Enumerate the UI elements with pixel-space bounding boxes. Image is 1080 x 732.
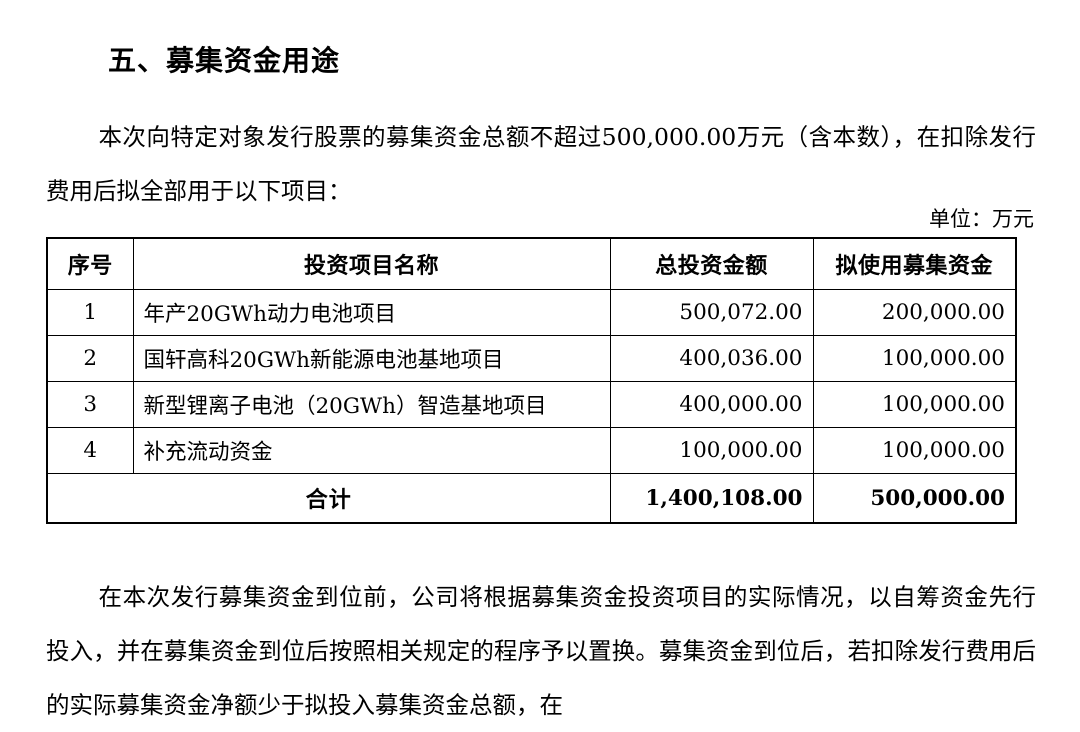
table-row: 1 年产20GWh动力电池项目 500,072.00 200,000.00 — [46, 289, 1017, 336]
column-header-raised-funds: 拟使用募集资金 — [812, 237, 1017, 290]
cell-total-investment: 100,000.00 — [609, 427, 814, 474]
page-title: 五、募集资金用途 — [108, 44, 341, 78]
table-row: 3 新型锂离子电池（20GWh）智造基地项目 400,000.00 100,00… — [46, 381, 1017, 428]
table-total-row: 合计 1,400,108.00 500,000.00 — [46, 473, 1017, 524]
cell-total-investment: 400,036.00 — [609, 335, 814, 382]
cell-project-name: 国轩高科20GWh新能源电池基地项目 — [132, 335, 611, 382]
table-row: 4 补充流动资金 100,000.00 100,000.00 — [46, 427, 1017, 474]
cell-index: 2 — [46, 335, 134, 382]
cell-raised-funds: 100,000.00 — [812, 381, 1017, 428]
cell-raised-funds: 100,000.00 — [812, 427, 1017, 474]
intro-paragraph-text: 本次向特定对象发行股票的募集资金总额不超过500,000.00万元（含本数），在… — [46, 122, 1036, 205]
cell-raised-funds: 200,000.00 — [812, 289, 1017, 336]
table-row: 2 国轩高科20GWh新能源电池基地项目 400,036.00 100,000.… — [46, 335, 1017, 382]
cell-index: 4 — [46, 427, 134, 474]
cell-total-total-investment: 1,400,108.00 — [609, 473, 814, 524]
table-body: 1 年产20GWh动力电池项目 500,072.00 200,000.00 2 … — [46, 289, 1017, 524]
cell-project-name: 新型锂离子电池（20GWh）智造基地项目 — [132, 381, 611, 428]
table-unit-label: 单位：万元 — [929, 207, 1034, 231]
cell-total-investment: 500,072.00 — [609, 289, 814, 336]
fund-usage-table-container: 序号 投资项目名称 总投资金额 拟使用募集资金 1 年产20GWh动力电池项目 … — [46, 237, 1017, 524]
fund-usage-table: 序号 投资项目名称 总投资金额 拟使用募集资金 1 年产20GWh动力电池项目 … — [46, 237, 1017, 524]
cell-project-name: 补充流动资金 — [132, 427, 611, 474]
cell-project-name: 年产20GWh动力电池项目 — [132, 289, 611, 336]
cell-raised-funds: 100,000.00 — [812, 335, 1017, 382]
cell-total-raised-funds: 500,000.00 — [812, 473, 1017, 524]
table-header-row: 序号 投资项目名称 总投资金额 拟使用募集资金 — [46, 237, 1017, 290]
column-header-index: 序号 — [46, 237, 134, 290]
column-header-project-name: 投资项目名称 — [132, 237, 611, 290]
cell-total-investment: 400,000.00 — [609, 381, 814, 428]
cell-index: 3 — [46, 381, 134, 428]
cell-index: 1 — [46, 289, 134, 336]
closing-paragraph-text: 在本次发行募集资金到位前，公司将根据募集资金投资项目的实际情况，以自筹资金先行投… — [46, 582, 1036, 719]
cell-total-label: 合计 — [46, 473, 611, 524]
intro-paragraph: 本次向特定对象发行股票的募集资金总额不超过500,000.00万元（含本数），在… — [46, 110, 1036, 218]
closing-paragraph: 在本次发行募集资金到位前，公司将根据募集资金投资项目的实际情况，以自筹资金先行投… — [46, 570, 1036, 732]
column-header-total-investment: 总投资金额 — [609, 237, 814, 290]
table-header: 序号 投资项目名称 总投资金额 拟使用募集资金 — [46, 237, 1017, 290]
